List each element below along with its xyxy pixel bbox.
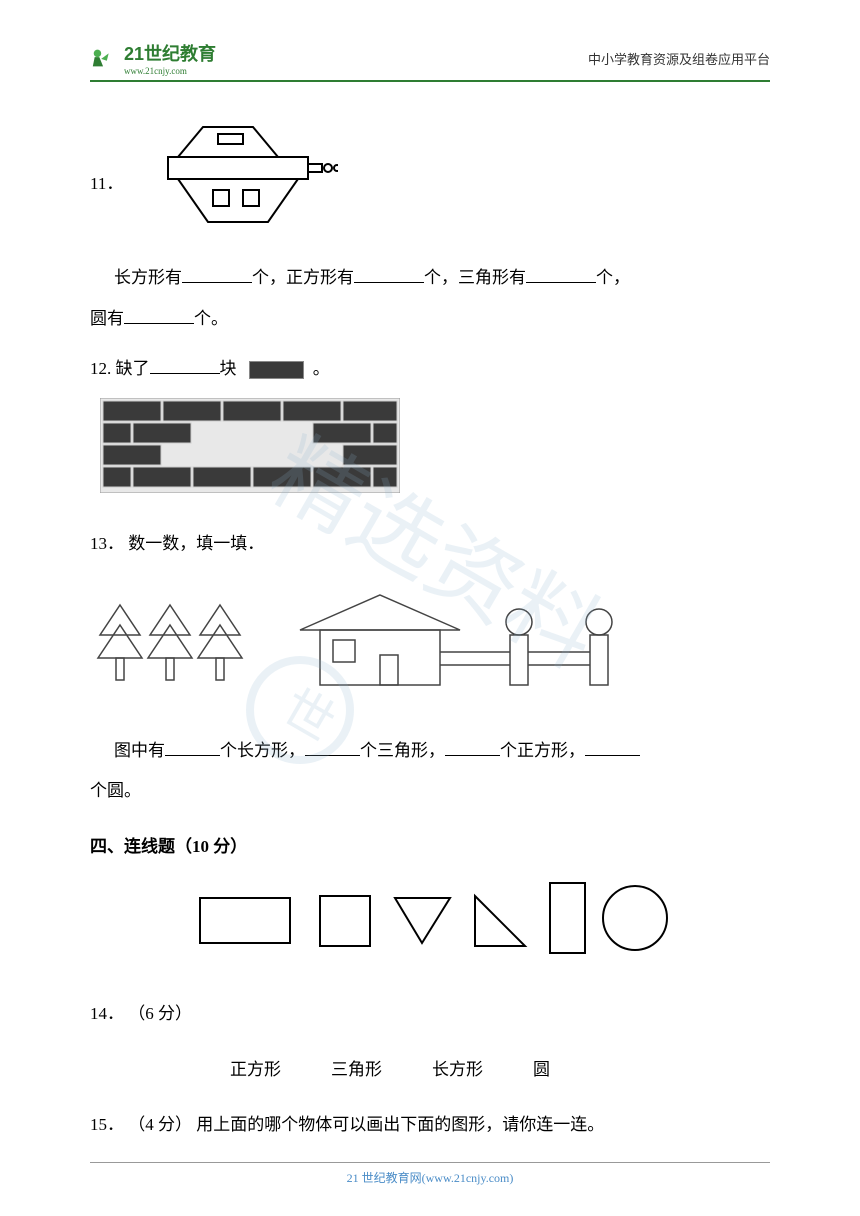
q13-text5: 个圆。 xyxy=(90,781,141,800)
q11-blank2[interactable] xyxy=(354,263,424,283)
q14-points: （6 分） xyxy=(128,1004,192,1023)
logo-url: www.21cnjy.com xyxy=(124,66,216,76)
q14-label-circle: 圆 xyxy=(533,1050,550,1091)
q12-wall-figure xyxy=(100,398,770,509)
q11-text3: 个，三角形有 xyxy=(424,268,526,287)
q11-boat-figure xyxy=(148,112,338,258)
q13-text3: 个三角形， xyxy=(360,741,445,760)
q13-number: 13． xyxy=(90,524,124,565)
q11-blank4[interactable] xyxy=(124,304,194,324)
q15-text: 用上面的哪个物体可以画出下面的图形，请你连一连。 xyxy=(196,1115,604,1134)
q13-blank3[interactable] xyxy=(445,736,500,756)
q11-text2: 个，正方形有 xyxy=(252,268,354,287)
q11-text4: 个， xyxy=(596,268,630,287)
question-11: 11． 长方形有 个，正方形有 个，三角形有 个， 圆有 个。 xyxy=(90,112,770,339)
q12-text1: 缺了 xyxy=(116,359,150,378)
q13-blank2[interactable] xyxy=(305,736,360,756)
q11-blank1[interactable] xyxy=(182,263,252,283)
q13-figure xyxy=(90,580,770,716)
q14-label-triangle: 三角形 xyxy=(331,1050,382,1091)
q12-text2: 块 xyxy=(220,359,237,378)
q12-brick-sample xyxy=(249,361,304,379)
logo-text: 21世纪教育 xyxy=(124,44,216,64)
q14-number: 14． xyxy=(90,994,124,1035)
q14-label-square: 正方形 xyxy=(230,1050,281,1091)
q13-title: 数一数，填一填． xyxy=(128,534,264,553)
q14-labels: 正方形 三角形 长方形 圆 xyxy=(230,1050,770,1091)
q13-blank4[interactable] xyxy=(585,736,640,756)
q15-number: 15． xyxy=(90,1105,124,1146)
q13-text1: 图中有 xyxy=(114,741,165,760)
footer-text: 21 世纪教育网(www.21cnjy.com) xyxy=(347,1171,514,1185)
question-14: 14． （6 分） 正方形 三角形 长方形 圆 xyxy=(90,878,770,1090)
q12-blank[interactable] xyxy=(150,354,220,374)
question-12: 12. 缺了 块 。 xyxy=(90,349,770,509)
page-footer: 21 世纪教育网(www.21cnjy.com) xyxy=(90,1162,770,1186)
q11-blank3[interactable] xyxy=(526,263,596,283)
logo-icon xyxy=(90,44,118,72)
question-13: 13． 数一数，填一填． xyxy=(90,524,770,812)
question-15: 15． （4 分） 用上面的哪个物体可以画出下面的图形，请你连一连。 xyxy=(90,1105,770,1146)
q14-shapes-figure xyxy=(190,878,770,974)
q12-number: 12. xyxy=(90,349,111,390)
content-area: 11． 长方形有 个，正方形有 个，三角形有 个， 圆有 个。 12. 缺了 块 。 xyxy=(90,112,770,1146)
q13-blank1[interactable] xyxy=(165,736,220,756)
q11-text5: 圆有 xyxy=(90,309,124,328)
q11-text6: 个。 xyxy=(194,309,228,328)
q15-points: （4 分） xyxy=(128,1115,192,1134)
q13-text4: 个正方形， xyxy=(500,741,585,760)
q12-text3: 。 xyxy=(313,359,330,378)
section-4-title: 四、连线题（10 分） xyxy=(90,827,770,868)
page-header: 21世纪教育 www.21cnjy.com 中小学教育资源及组卷应用平台 xyxy=(90,40,770,82)
q11-number: 11． xyxy=(90,164,123,205)
q13-text2: 个长方形， xyxy=(220,741,305,760)
q14-label-rectangle: 长方形 xyxy=(432,1050,483,1091)
logo: 21世纪教育 www.21cnjy.com xyxy=(90,40,216,76)
q11-text1: 长方形有 xyxy=(114,268,182,287)
header-subtitle: 中小学教育资源及组卷应用平台 xyxy=(588,49,770,68)
